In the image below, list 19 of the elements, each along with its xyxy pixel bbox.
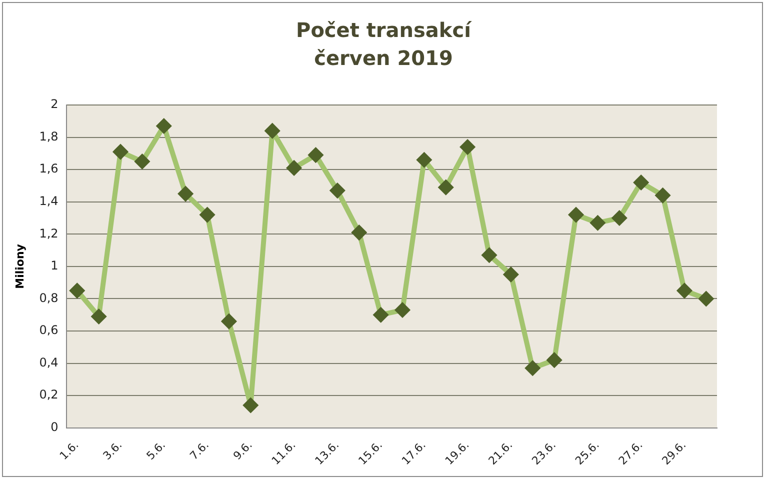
- x-tick-label: 3.6.: [100, 438, 125, 463]
- x-tick-label: 7.6.: [187, 438, 212, 463]
- x-tick-label: 5.6.: [144, 438, 168, 463]
- y-tick-label: 1,8: [39, 129, 58, 144]
- y-tick-label: 1: [50, 258, 58, 273]
- chart-subtitle: červen 2019: [313, 45, 454, 72]
- y-tick-label: 0,4: [39, 355, 58, 370]
- y-tick-label: 1,6: [39, 162, 58, 176]
- y-tick-label: 2: [50, 97, 58, 112]
- y-tick-label: 0,2: [39, 388, 58, 402]
- chart-title: Počet transakcí: [295, 17, 473, 44]
- y-tick-label: 0,6: [39, 323, 58, 338]
- x-tick-label: 9.6.: [230, 438, 255, 463]
- y-tick-label: 1,2: [39, 226, 58, 240]
- y-tick-label: 0: [50, 420, 58, 434]
- y-tick-label: 0,8: [39, 290, 58, 305]
- x-tick-label: 1.6.: [57, 438, 82, 463]
- y-tick-label: 1,4: [39, 194, 58, 208]
- y-axis-title: Miliony: [13, 244, 26, 289]
